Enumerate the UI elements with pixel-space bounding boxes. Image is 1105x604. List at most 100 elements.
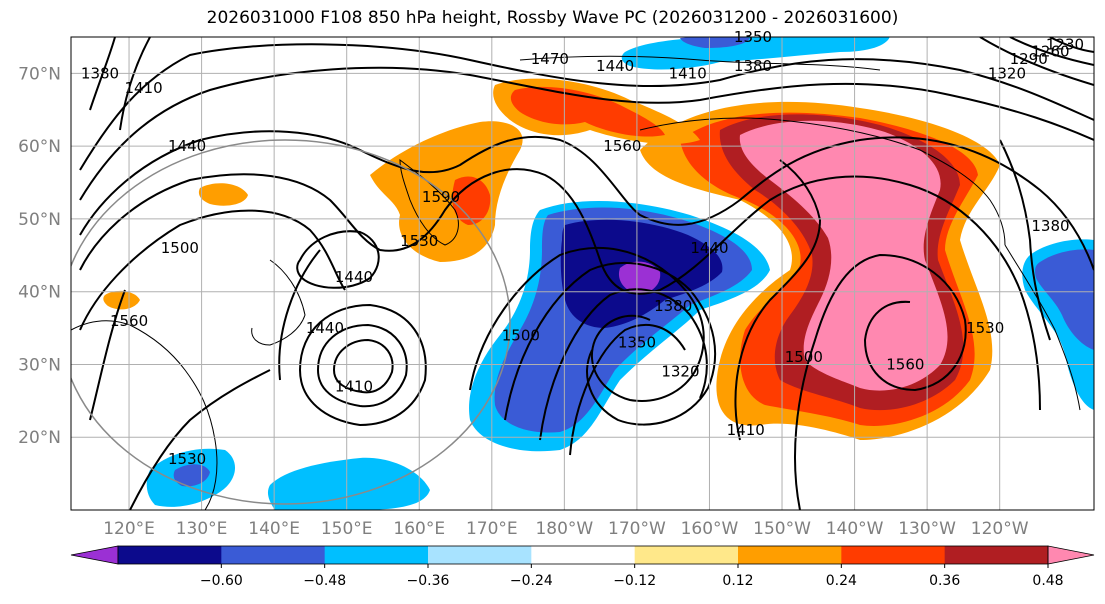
contour-label: 1260 — [1031, 43, 1069, 61]
svg-text:1530: 1530 — [168, 450, 206, 468]
colorbar-segment — [428, 546, 532, 564]
svg-text:1320: 1320 — [661, 363, 699, 381]
coastline-layer — [71, 55, 1081, 510]
contour-label: 1470 — [531, 50, 569, 68]
lon-tick-label: 120°E — [103, 519, 155, 539]
contour-label: 1320 — [988, 64, 1026, 82]
height-contour — [89, 289, 126, 421]
height-contour — [79, 43, 1094, 171]
contour-label: 1410 — [124, 79, 162, 97]
height-contour — [734, 159, 822, 441]
gridline-layer — [71, 37, 1094, 510]
pc-shade-bering-036 — [510, 86, 665, 137]
contour-label: 1230 — [1046, 35, 1084, 53]
contour-label: 1380 — [81, 64, 119, 82]
height-contour — [504, 262, 717, 426]
map-title: 2026031000 F108 850 hPa height, Rossby W… — [206, 8, 899, 28]
colorbar-tick-label: 0.36 — [929, 573, 960, 589]
colorbar-extend-max — [1047, 545, 1095, 565]
svg-text:1440: 1440 — [168, 137, 206, 155]
map-frame — [70, 36, 1095, 511]
colorbar-segment — [221, 546, 326, 564]
contour-label: 1530 — [400, 232, 438, 250]
coastline-arctic — [519, 55, 881, 71]
contour-label: 1560 — [886, 355, 924, 373]
height-contour — [332, 338, 394, 394]
svg-text:1380: 1380 — [81, 64, 119, 82]
lon-tick-label: 140°E — [248, 519, 300, 539]
svg-text:1230: 1230 — [1046, 35, 1084, 53]
lon-tick-label: 150°W — [753, 519, 811, 539]
contour-label: 1560 — [603, 137, 641, 155]
contour-label: 1380 — [654, 297, 692, 315]
lat-tick-label: 20°N — [18, 428, 61, 448]
contour-label: 1500 — [785, 348, 823, 366]
colorbar-segment — [634, 546, 739, 564]
lon-tick-label: 130°E — [176, 519, 228, 539]
pc-shade-arctic-neg — [621, 37, 890, 70]
svg-text:1470: 1470 — [531, 50, 569, 68]
lon-tick-label: 160°E — [393, 519, 445, 539]
svg-text:1440: 1440 — [690, 239, 728, 257]
contour-label: 1560 — [110, 312, 148, 330]
contour-label: 1590 — [422, 188, 460, 206]
svg-text:1380: 1380 — [654, 297, 692, 315]
pc-shade-central-neg-060 — [618, 261, 661, 295]
lon-tick-label: 170°W — [608, 519, 666, 539]
colorbar-frame — [117, 545, 1049, 565]
pc-shade-kamchatka-024 — [370, 121, 523, 262]
height-contour — [794, 253, 967, 510]
contour-label: 1440 — [596, 57, 634, 75]
svg-text:1260: 1260 — [1031, 43, 1069, 61]
lon-tick-label: 180°W — [535, 519, 593, 539]
svg-text:1410: 1410 — [335, 377, 373, 395]
colorbar-tick-label: −0.12 — [613, 573, 656, 589]
svg-text:1290: 1290 — [1010, 50, 1048, 68]
contour-label: 1410 — [669, 64, 707, 82]
colorbar-segment — [944, 546, 1049, 564]
lat-tick-label: 50°N — [18, 210, 61, 230]
svg-text:1410: 1410 — [124, 79, 162, 97]
height-contour — [79, 130, 1094, 271]
colorbar-tick-label: 0.12 — [722, 573, 753, 589]
contour-label: 1290 — [1010, 50, 1048, 68]
lon-tick-label: 140°W — [826, 519, 884, 539]
svg-text:1530: 1530 — [966, 319, 1004, 337]
svg-text:1410: 1410 — [669, 64, 707, 82]
svg-text:1440: 1440 — [596, 57, 634, 75]
svg-text:1320: 1320 — [988, 64, 1026, 82]
svg-text:1560: 1560 — [110, 312, 148, 330]
colorbar-segment — [324, 546, 429, 564]
height-contour — [119, 37, 151, 131]
contour-label: 1440 — [168, 137, 206, 155]
svg-text:1440: 1440 — [306, 319, 344, 337]
lat-tick-label: 60°N — [18, 137, 61, 157]
colorbar-tick-label: −0.36 — [407, 573, 450, 589]
svg-text:1560: 1560 — [603, 137, 641, 155]
svg-text:1350: 1350 — [618, 334, 656, 352]
height-contour — [89, 37, 116, 111]
svg-text:1410: 1410 — [727, 421, 765, 439]
colorbar-segment — [738, 546, 842, 564]
colorbar-tick-label: 0.24 — [826, 573, 857, 589]
lon-tick-label: 150°E — [321, 519, 373, 539]
colorbar-tick-label: −0.60 — [200, 573, 243, 589]
height-contour — [999, 139, 1051, 341]
contour-label: 1530 — [168, 450, 206, 468]
coastline-north-america — [1004, 244, 1081, 411]
contour-label: 1440 — [306, 319, 344, 337]
svg-text:1500: 1500 — [161, 239, 199, 257]
height-contour — [1009, 37, 1094, 66]
height-contour — [79, 168, 1041, 411]
height-contour — [278, 249, 321, 381]
colorbar-tick-label: −0.24 — [510, 573, 553, 589]
colorbar-tick-label: −0.48 — [303, 573, 346, 589]
pc-shade-west-small — [198, 183, 248, 206]
lat-tick-label: 40°N — [18, 283, 61, 303]
svg-text:1530: 1530 — [400, 232, 438, 250]
contour-label: 1440 — [335, 268, 373, 286]
contour-label: 1410 — [727, 421, 765, 439]
svg-text:1560: 1560 — [886, 355, 924, 373]
height-contour — [569, 323, 686, 456]
height-contour-layer — [79, 37, 1094, 510]
